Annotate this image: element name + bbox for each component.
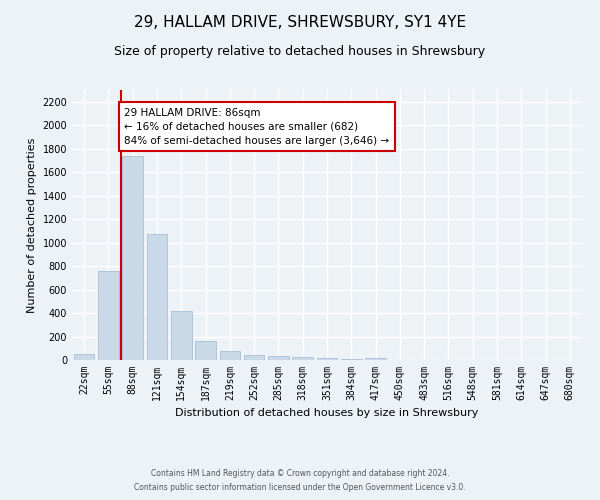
- Text: Size of property relative to detached houses in Shrewsbury: Size of property relative to detached ho…: [115, 45, 485, 58]
- Bar: [292, 357, 313, 360]
- Bar: [341, 359, 362, 360]
- Text: 29, HALLAM DRIVE, SHREWSBURY, SY1 4YE: 29, HALLAM DRIVE, SHREWSBURY, SY1 4YE: [134, 15, 466, 30]
- Bar: [122, 156, 143, 360]
- Text: 29 HALLAM DRIVE: 86sqm
← 16% of detached houses are smaller (682)
84% of semi-de: 29 HALLAM DRIVE: 86sqm ← 16% of detached…: [124, 108, 389, 146]
- Bar: [195, 342, 216, 360]
- Bar: [74, 354, 94, 360]
- Text: Contains public sector information licensed under the Open Government Licence v3: Contains public sector information licen…: [134, 484, 466, 492]
- Bar: [244, 355, 265, 360]
- Bar: [98, 271, 119, 360]
- X-axis label: Distribution of detached houses by size in Shrewsbury: Distribution of detached houses by size …: [175, 408, 479, 418]
- Bar: [146, 234, 167, 360]
- Bar: [220, 350, 240, 360]
- Bar: [171, 310, 191, 360]
- Bar: [268, 356, 289, 360]
- Bar: [317, 358, 337, 360]
- Bar: [365, 358, 386, 360]
- Y-axis label: Number of detached properties: Number of detached properties: [27, 138, 37, 312]
- Text: Contains HM Land Registry data © Crown copyright and database right 2024.: Contains HM Land Registry data © Crown c…: [151, 468, 449, 477]
